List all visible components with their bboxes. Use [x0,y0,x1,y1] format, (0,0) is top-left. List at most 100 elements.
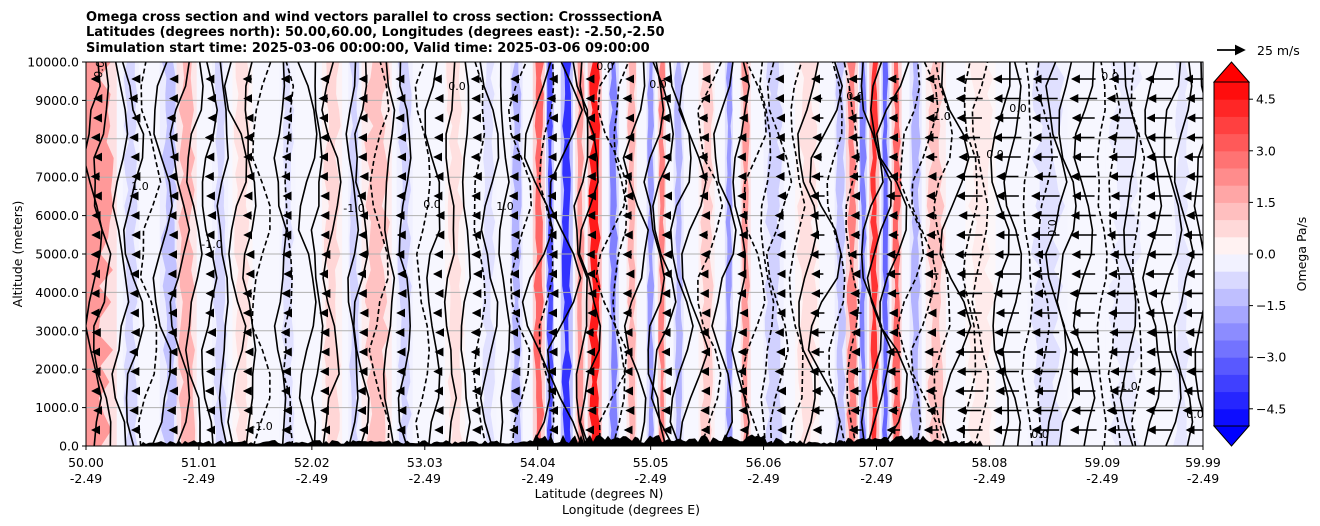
x-tick-label-longitude: -2.49 [70,471,102,486]
contour-line [612,62,630,446]
contour-line [137,62,162,446]
contour-line [297,62,318,446]
contour-label: 0.0 [1045,219,1058,237]
colorbar-tick-label: 4.5 [1256,92,1276,107]
colorbar-segment [1214,236,1249,255]
contour-line [345,62,360,446]
colorbar-segment [1214,374,1249,393]
contour-line [443,62,458,446]
contour-line [622,62,650,446]
x-tick-label-longitude: -2.49 [634,471,666,486]
y-tick-label: 4000.0 [35,285,79,300]
y-tick-label: 0.0 [59,439,79,454]
y-tick-label: 5000.0 [35,247,79,262]
chart-title-line-3: Simulation start time: 2025-03-06 00:00:… [86,41,650,56]
contour-label: 0.0 [649,78,667,91]
contour-line [507,62,533,446]
y-tick-label: 3000.0 [35,323,79,338]
y-tick-label: 10000.0 [27,55,79,70]
colorbar-segment [1214,288,1249,307]
chart-title-line-2: Latitudes (degrees north): 50.00,60.00, … [86,25,665,40]
y-tick-label: 8000.0 [35,131,79,146]
contour-line [92,62,112,446]
contour-label: 0.0 [1031,428,1049,441]
y-axis: 0.0 1000.0 2000.0 3000.0 4000.0 5000.0 6000.0 7… [27,55,86,454]
contour-label: 1.0 [496,200,514,213]
contour-line [1160,62,1183,446]
terrain-silhouette [86,434,1203,446]
x-tick-label-latitude: 57.07 [859,455,895,470]
colorbar-segment [1214,219,1249,238]
colorbar-tick-label: 3.0 [1256,143,1276,158]
contour-line [460,62,472,446]
contour-line [184,62,204,446]
colorbar-tick-label: 1.5 [1256,195,1276,210]
colorbar-extend-low [1212,425,1251,447]
contour-label: -1.0 [1116,380,1137,393]
contour-label: -1.0 [201,238,222,251]
colorbar-segment [1214,357,1249,375]
x-tick-label-latitude: 59.09 [1084,455,1120,470]
colorbar-tick-label: −1.5 [1256,298,1286,313]
contour-line [765,62,793,446]
colorbar-segment [1214,254,1249,272]
contour-line [223,62,248,446]
x-tick-label-latitude: 53.03 [407,455,443,470]
contour-label: 0.0 [846,90,864,103]
contour-line [1056,62,1077,446]
x-tick-label-longitude: -2.49 [409,471,441,486]
contour-line [650,62,677,446]
colorbar-segment [1214,408,1249,427]
x-tick-label-longitude: -2.49 [747,471,779,486]
x-tick-label-longitude: -2.49 [183,471,215,486]
contour-label: 0.0 [92,60,108,79]
x-tick-label-latitude: 56.06 [746,455,782,470]
contour-line [939,62,972,446]
x-tick-label-latitude: 59.99 [1185,455,1221,470]
x-tick-label-latitude: 50.00 [68,455,104,470]
y-tick-label: 6000.0 [35,208,79,223]
colorbar-label: Omega Pa/s [1294,217,1309,292]
contour-line [1193,62,1203,416]
colorbar-segment [1214,271,1249,289]
contour-label: 0.0 [1009,102,1027,115]
x-tick-label-latitude: 55.05 [633,455,669,470]
contour-line [121,62,145,446]
contour-line [740,62,767,446]
contour-line [169,62,191,446]
contour-line [251,62,272,446]
colorbar-segment [1214,99,1249,117]
x-axis: 50.00-2.4951.01-2.4952.02-2.4953.03-2.49… [68,446,1221,486]
contour-line [216,62,230,446]
contour-line [479,62,500,446]
x-tick-label-latitude: 58.08 [972,455,1008,470]
contour-line [1002,62,1023,446]
x-tick-label-latitude: 54.04 [520,455,556,470]
x-tick-label-latitude: 51.01 [181,455,217,470]
contour-line [866,62,893,446]
colorbar-tick-label: −3.0 [1256,350,1286,365]
contour-label: 0.0 [448,80,466,93]
contour-label: -1.0 [343,202,364,215]
contour-line [111,62,130,446]
colorbar-segment [1214,168,1249,186]
contour-label: -1.0 [251,420,272,433]
contour-line [896,62,925,446]
colorbar-segment [1214,82,1249,100]
x-tick-label-longitude: -2.49 [522,471,554,486]
colorbar-segment [1214,116,1249,135]
contour-label: 0.0 [1186,408,1204,421]
x-tick-label-longitude: -2.49 [860,471,892,486]
contour-line [572,62,589,446]
contour-line [826,62,847,446]
contour-line [788,62,806,446]
colorbar-tick-label: 0.0 [1256,247,1276,262]
contour-label: 1.0 [131,180,149,193]
contour-line [1130,62,1146,446]
contour-line [711,62,737,446]
y-tick-label: 2000.0 [35,362,79,377]
quiver-key: 25 m/s [1217,43,1300,58]
x-tick-label-longitude: -2.49 [973,471,1005,486]
colorbar-segment [1214,202,1249,221]
